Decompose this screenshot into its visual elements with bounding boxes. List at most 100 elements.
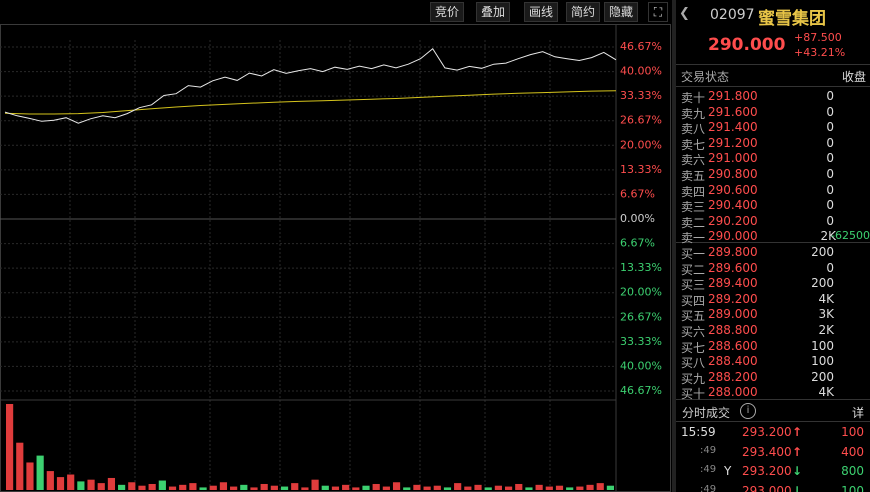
frame (0, 24, 671, 492)
level-price: 288.200 (708, 369, 758, 384)
volume-bar (128, 482, 136, 490)
trade-time: :49 (700, 464, 717, 475)
level-label: 买八 (681, 356, 706, 371)
toolbar-btn[interactable]: 隐藏 (604, 2, 639, 22)
y-tick-label: 33.33% (620, 335, 662, 348)
volume-bar (464, 486, 472, 490)
toolbar-btn[interactable]: 简约 (566, 2, 601, 22)
level-volume: 200 (811, 276, 834, 291)
volume-bar (474, 484, 482, 490)
volume-bar (158, 480, 166, 490)
level-label: 买五 (681, 309, 706, 324)
level-volume: 100 (811, 338, 834, 353)
trade-volume: 100 (841, 483, 864, 492)
level-price: 290.600 (708, 182, 758, 197)
y-tick-label: 20.00% (620, 286, 662, 299)
sep (676, 86, 870, 87)
level-price: 290.400 (708, 198, 758, 213)
info-icon[interactable]: i (740, 403, 756, 419)
price-line (4, 47, 617, 124)
level-label: 卖三 (681, 200, 706, 215)
volume-bar (545, 486, 553, 490)
trade-price: 293.200 (742, 425, 792, 439)
level-label: 买十 (681, 387, 706, 402)
last-price: 290.000 (708, 35, 786, 55)
level-price: 290.200 (708, 213, 758, 228)
toolbar-btn[interactable]: 竞价 (430, 2, 465, 22)
level-price: 288.000 (708, 385, 758, 400)
volume-bar (566, 487, 574, 490)
trade-price: 293.400 (742, 444, 792, 459)
level-volume: 4K (818, 385, 834, 400)
y-tick-label: 26.67% (620, 114, 662, 127)
level-price: 290.800 (708, 167, 758, 181)
level-label: 卖一 (681, 231, 706, 246)
trade-arrow: ↓ (792, 483, 803, 492)
fullscreen-btn[interactable]: ⛶ (648, 2, 668, 22)
status-label: 交易状态 (681, 70, 730, 84)
sep (676, 399, 870, 400)
volume-bar (280, 486, 289, 490)
volume-bar (77, 481, 85, 490)
level-price: 289.600 (708, 260, 758, 275)
level-price: 289.000 (708, 307, 758, 322)
level-volume: 0 (826, 260, 834, 275)
volume-bar (515, 483, 523, 490)
level-volume: 0 (826, 135, 834, 150)
volume-bar (382, 486, 390, 490)
level-label: 买二 (681, 262, 706, 277)
level-label: 买一 (681, 247, 706, 261)
y-tick-label: 40.00% (620, 65, 662, 78)
volume-bar (342, 484, 350, 490)
volume-bar (362, 485, 370, 490)
level-price: 288.600 (708, 338, 758, 353)
level-label: 卖十 (681, 91, 706, 105)
stock-name: 蜜雪集团 (758, 9, 826, 29)
change-pct: +43.21% (794, 46, 846, 59)
toolbar-btn[interactable]: 画线 (524, 2, 559, 22)
stock-code: 02097 (710, 7, 755, 23)
level-price: 289.200 (708, 291, 758, 306)
level-label: 卖五 (681, 169, 706, 183)
level-label: 买六 (681, 325, 706, 339)
trade-volume: 400 (841, 444, 864, 459)
volume-bar (423, 486, 431, 490)
volume-bar (270, 485, 278, 490)
volume-bar (118, 484, 126, 490)
volume-bar (454, 483, 462, 490)
y-tick-label: 46.67% (620, 384, 662, 397)
sep (676, 64, 870, 65)
volume-bar (138, 485, 146, 490)
volume-bar (26, 462, 34, 490)
level-label: 买七 (681, 340, 706, 355)
level-label: 卖二 (681, 215, 706, 230)
y-tick-label: 0.00% (620, 212, 655, 225)
level-price: 291.800 (708, 89, 758, 103)
divider (672, 0, 676, 492)
toolbar-btn[interactable]: 叠加 (476, 2, 511, 22)
arrow-btn[interactable]: ❮ (679, 6, 690, 21)
volume-bar (6, 404, 14, 490)
level-label: 卖六 (681, 153, 706, 168)
volume-bar (504, 486, 513, 490)
volume-bar (352, 487, 360, 490)
trade-time: :49 (700, 483, 717, 492)
level-volume: 0 (826, 151, 834, 166)
volume-bar (535, 484, 543, 490)
volume-bar (525, 487, 533, 490)
quote-panel: ❮ 02097 蜜雪集团 290.000 +87.500 +43.21% 交易状… (676, 0, 870, 492)
level-label: 买三 (681, 278, 706, 293)
level-price: 291.200 (708, 135, 758, 150)
trade-arrow: ↑ (792, 425, 803, 439)
trade-volume: 800 (841, 464, 864, 478)
level-volume: 0 (826, 104, 834, 119)
level-volume: 0 (826, 213, 834, 228)
trade-arrow: ↓ (792, 464, 803, 478)
y-tick-label: 13.33% (620, 163, 662, 176)
detail-btn[interactable]: 详 (852, 406, 865, 420)
volume-bar (209, 485, 217, 490)
level-label: 买九 (681, 371, 706, 386)
volume-bar (16, 442, 24, 490)
volume-bar (484, 487, 492, 490)
